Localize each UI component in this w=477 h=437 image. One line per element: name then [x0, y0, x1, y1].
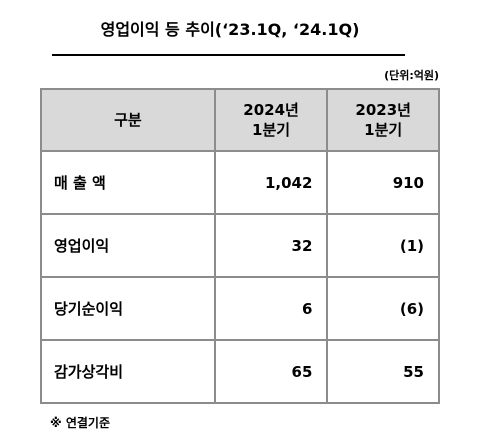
cell-value: (1) — [326, 213, 440, 278]
cell-value: 32 — [213, 213, 329, 278]
row-label: 영업이익 — [40, 213, 216, 278]
header-line: 1분기 — [252, 121, 291, 139]
header-row: 구분 2024년 1분기 2023년 1분기 — [40, 88, 440, 152]
unit-label: (단위:억원) — [384, 69, 439, 82]
table-row: 영업이익 32 (1) — [40, 213, 440, 278]
cell-value: 6 — [213, 276, 329, 341]
cell-value: 65 — [213, 339, 329, 404]
row-label: 당기순이익 — [40, 276, 216, 341]
cell-value: (6) — [326, 276, 440, 341]
row-label: 매 출 액 — [40, 150, 216, 215]
title: 영업이익 등 추이(‘23.1Q, ‘24.1Q) — [100, 20, 360, 39]
table-body: 구분 2024년 1분기 2023년 1분기 매 출 액 1,042 910 영업이익 32 (1)… — [40, 88, 440, 404]
table-row: 매 출 액 1,042 910 — [40, 150, 440, 215]
cell-value: 910 — [326, 150, 440, 215]
header-line: 구분 — [114, 111, 142, 129]
header-line: 2023년 — [355, 101, 411, 119]
header-line: 1분기 — [364, 121, 403, 139]
table-row: 당기순이익 6 (6) — [40, 276, 440, 341]
row-label: 감가상각비 — [40, 339, 216, 404]
cell-value: 55 — [326, 339, 440, 404]
header-cell: 구분 — [40, 88, 216, 152]
cell-value: 1,042 — [213, 150, 329, 215]
table-row: 감가상각비 65 55 — [40, 339, 440, 404]
footnote: ※ 연결기준 — [50, 416, 111, 430]
header-line: 2024년 — [243, 101, 299, 119]
data-table: 구분 2024년 1분기 2023년 1분기 매 출 액 1,042 910 영업이익 32 (1)… — [40, 88, 440, 404]
header-cell: 2024년 1분기 — [213, 88, 329, 152]
title-rule — [52, 54, 405, 56]
header-cell: 2023년 1분기 — [326, 88, 440, 152]
